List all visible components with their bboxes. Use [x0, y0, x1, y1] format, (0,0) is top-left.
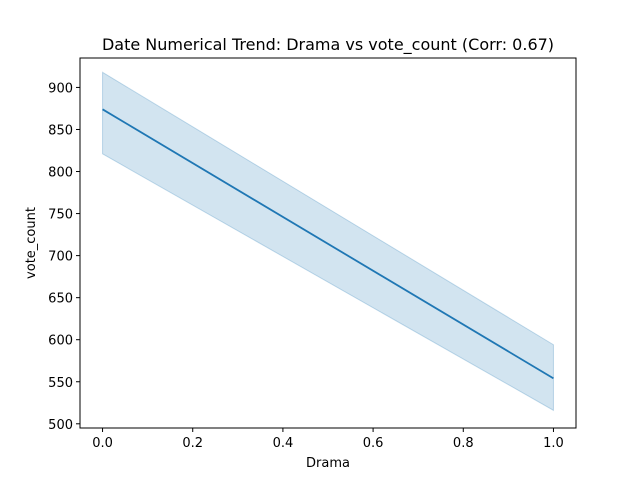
- y-tick-label: 800: [48, 166, 73, 181]
- y-axis-label: vote_count: [24, 207, 39, 279]
- y-tick-label: 700: [48, 250, 73, 265]
- y-axis: 500 550 600 650 700 750 800 850 900: [48, 81, 80, 433]
- y-tick-label: 750: [48, 208, 73, 223]
- x-tick-label: 0.0: [92, 436, 113, 451]
- x-axis-label: Drama: [306, 456, 350, 471]
- y-tick-label: 650: [48, 292, 73, 307]
- x-tick-label: 0.6: [363, 436, 384, 451]
- x-tick-label: 0.4: [273, 436, 294, 451]
- y-tick-label: 600: [48, 334, 73, 349]
- x-axis: 0.0 0.2 0.4 0.6 0.8 1.0: [92, 428, 564, 451]
- y-tick-label: 550: [48, 376, 73, 391]
- chart-title: Date Numerical Trend: Drama vs vote_coun…: [102, 35, 554, 55]
- x-tick-label: 0.2: [182, 436, 203, 451]
- y-tick-label: 900: [48, 81, 73, 96]
- plot-frame: [79, 57, 577, 429]
- series-line: [102, 108, 554, 380]
- plot-area: [102, 71, 554, 412]
- y-tick-label: 850: [48, 123, 73, 138]
- y-tick-label: 500: [48, 418, 73, 433]
- x-tick-label: 1.0: [543, 436, 564, 451]
- confidence-band: [102, 71, 554, 412]
- x-tick-label: 0.8: [453, 436, 474, 451]
